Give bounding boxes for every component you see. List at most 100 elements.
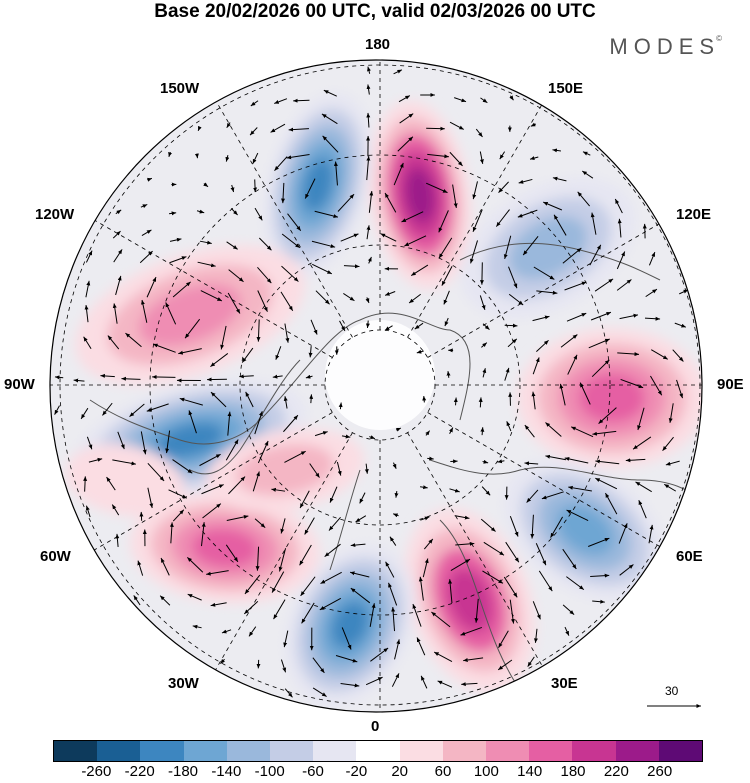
colorbar-swatch <box>615 741 659 761</box>
wind-arrow <box>281 233 301 249</box>
wind-arrow <box>139 250 153 264</box>
wind-arrow <box>227 411 232 436</box>
wind-arrow <box>543 201 563 211</box>
wind-arrow <box>480 427 485 436</box>
wind-arrow <box>582 151 591 156</box>
colorbar-swatch <box>399 741 443 761</box>
wind-arrow <box>230 208 238 216</box>
wind-arrow <box>220 658 225 664</box>
wind-arrow <box>147 487 154 509</box>
wind-arrow <box>595 459 620 465</box>
wind-arrow <box>391 607 396 632</box>
wind-arrow <box>454 97 467 103</box>
colorbar-swatch <box>97 741 141 761</box>
wind-arrow <box>391 673 400 687</box>
wind-arrow <box>532 601 541 620</box>
wind-arrow <box>366 112 371 128</box>
wind-arrow <box>226 241 238 250</box>
wind-arrow <box>393 162 404 186</box>
wind-arrow <box>535 543 547 566</box>
wind-arrow <box>340 682 360 688</box>
wind-arrow <box>408 293 421 304</box>
wind-arrow <box>273 599 286 620</box>
wind-arrow <box>438 237 453 259</box>
wind-arrow <box>463 657 484 663</box>
wind-arrow <box>503 576 518 598</box>
wind-arrow <box>676 379 684 399</box>
wind-arrow <box>271 487 286 492</box>
wind-arrow <box>370 647 389 662</box>
label-90e: 90E <box>717 376 744 393</box>
label-60w: 60W <box>40 548 71 565</box>
wind-arrow <box>590 573 610 578</box>
wind-arrow <box>482 323 490 331</box>
wind-arrow <box>668 403 674 423</box>
wind-arrow <box>449 121 464 130</box>
wind-arrow <box>533 266 555 280</box>
wind-arrow <box>254 207 263 221</box>
wind-arrow <box>441 266 453 286</box>
wind-arrow <box>632 436 652 450</box>
wind-arrow <box>581 170 594 179</box>
wind-arrow <box>274 156 288 171</box>
colorbar-tick-label: -180 <box>167 763 199 780</box>
wind-arrow <box>227 292 241 314</box>
wind-arrow <box>365 320 370 329</box>
wind-arrow <box>619 313 639 320</box>
wind-arrow <box>644 316 661 321</box>
wind-arrow <box>550 516 564 538</box>
wind-arrow <box>509 516 519 537</box>
wind-arrow <box>591 359 610 378</box>
wind-arrow <box>169 522 174 544</box>
wind-arrow <box>426 126 445 131</box>
wind-arrow <box>54 375 64 380</box>
wind-arrow <box>83 476 88 492</box>
wind-arrow <box>541 491 564 500</box>
wind-arrow <box>85 280 91 298</box>
wind-arrow <box>225 439 239 461</box>
wind-arrow <box>588 338 610 349</box>
wind-arrow <box>595 477 618 490</box>
label-150e: 150E <box>548 80 584 97</box>
wind-arrow <box>480 518 496 532</box>
polar-cap <box>325 320 435 430</box>
wind-arrow <box>416 637 426 656</box>
coastline <box>439 519 521 691</box>
wind-arrow <box>469 240 478 264</box>
wind-arrow <box>125 332 142 348</box>
wind-arrow <box>311 240 336 249</box>
colorbar-swatch <box>54 741 98 761</box>
wind-arrow <box>672 349 684 362</box>
wind-arrow <box>337 193 355 212</box>
wind-arrow <box>85 250 93 263</box>
wind-arrow <box>388 582 398 606</box>
wind-arrow <box>315 290 330 305</box>
wind-arrow <box>605 492 618 515</box>
wind-arrow <box>448 427 454 434</box>
wind-arrow <box>312 687 327 697</box>
wind-arrow <box>616 279 632 291</box>
wind-arrow <box>589 244 602 266</box>
wind-arrow <box>579 382 591 405</box>
meridian-line <box>427 412 692 566</box>
wind-arrow <box>665 460 680 466</box>
label-180: 180 <box>365 36 391 53</box>
wind-arrow <box>243 600 259 615</box>
wind-arrow <box>566 509 589 522</box>
wind-arrow <box>420 516 430 521</box>
wind-arrow <box>206 570 229 576</box>
wind-arrow <box>507 338 518 348</box>
wind-arrow <box>482 570 504 584</box>
colorbar-swatch <box>442 741 487 761</box>
wind-arrow <box>221 629 232 634</box>
wind-arrow <box>165 302 177 325</box>
wind-arrow <box>301 602 315 624</box>
wind-arrow <box>253 179 258 193</box>
wind-arrow <box>199 240 212 245</box>
anomaly-contour <box>139 284 241 346</box>
wind-arrow <box>590 311 612 321</box>
coastline <box>429 459 701 501</box>
wind-arrow <box>106 476 116 491</box>
wind-arrow <box>562 247 582 264</box>
wind-arrow <box>312 657 325 674</box>
